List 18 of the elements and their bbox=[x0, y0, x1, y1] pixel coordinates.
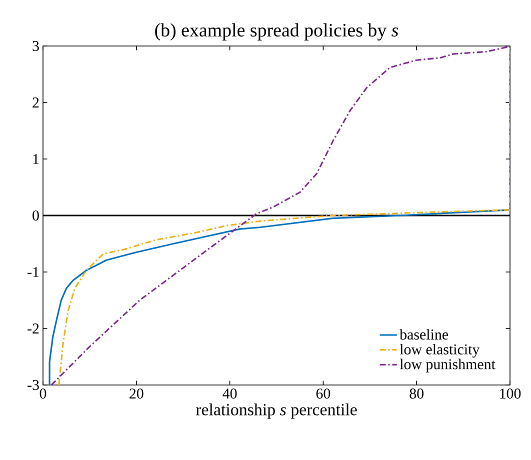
x-tick-label: 80 bbox=[410, 388, 424, 399]
x-axis-title: relationship s percentile bbox=[196, 403, 357, 419]
x-tick-label: 0 bbox=[40, 388, 46, 399]
y-tick-label: 0 bbox=[32, 210, 39, 221]
x-tick-label: 60 bbox=[316, 388, 330, 399]
legend-label: low elasticity bbox=[400, 344, 480, 358]
y-tick-label: 1 bbox=[33, 154, 39, 164]
legend-label: baseline bbox=[400, 329, 448, 340]
y-tick-label: -2 bbox=[28, 324, 39, 334]
legend-label: low punishment bbox=[400, 358, 496, 372]
chart-title: (b) example spread policies by s bbox=[155, 23, 398, 40]
x-tick-label: 40 bbox=[222, 388, 237, 399]
y-tick-label: -3 bbox=[28, 380, 39, 390]
y-tick-label: -1 bbox=[28, 267, 39, 277]
x-tick-label: 100 bbox=[500, 388, 521, 399]
y-tick-label: 2 bbox=[32, 98, 39, 108]
x-tick-label: 20 bbox=[130, 388, 144, 399]
y-tick-label: 3 bbox=[32, 40, 39, 52]
